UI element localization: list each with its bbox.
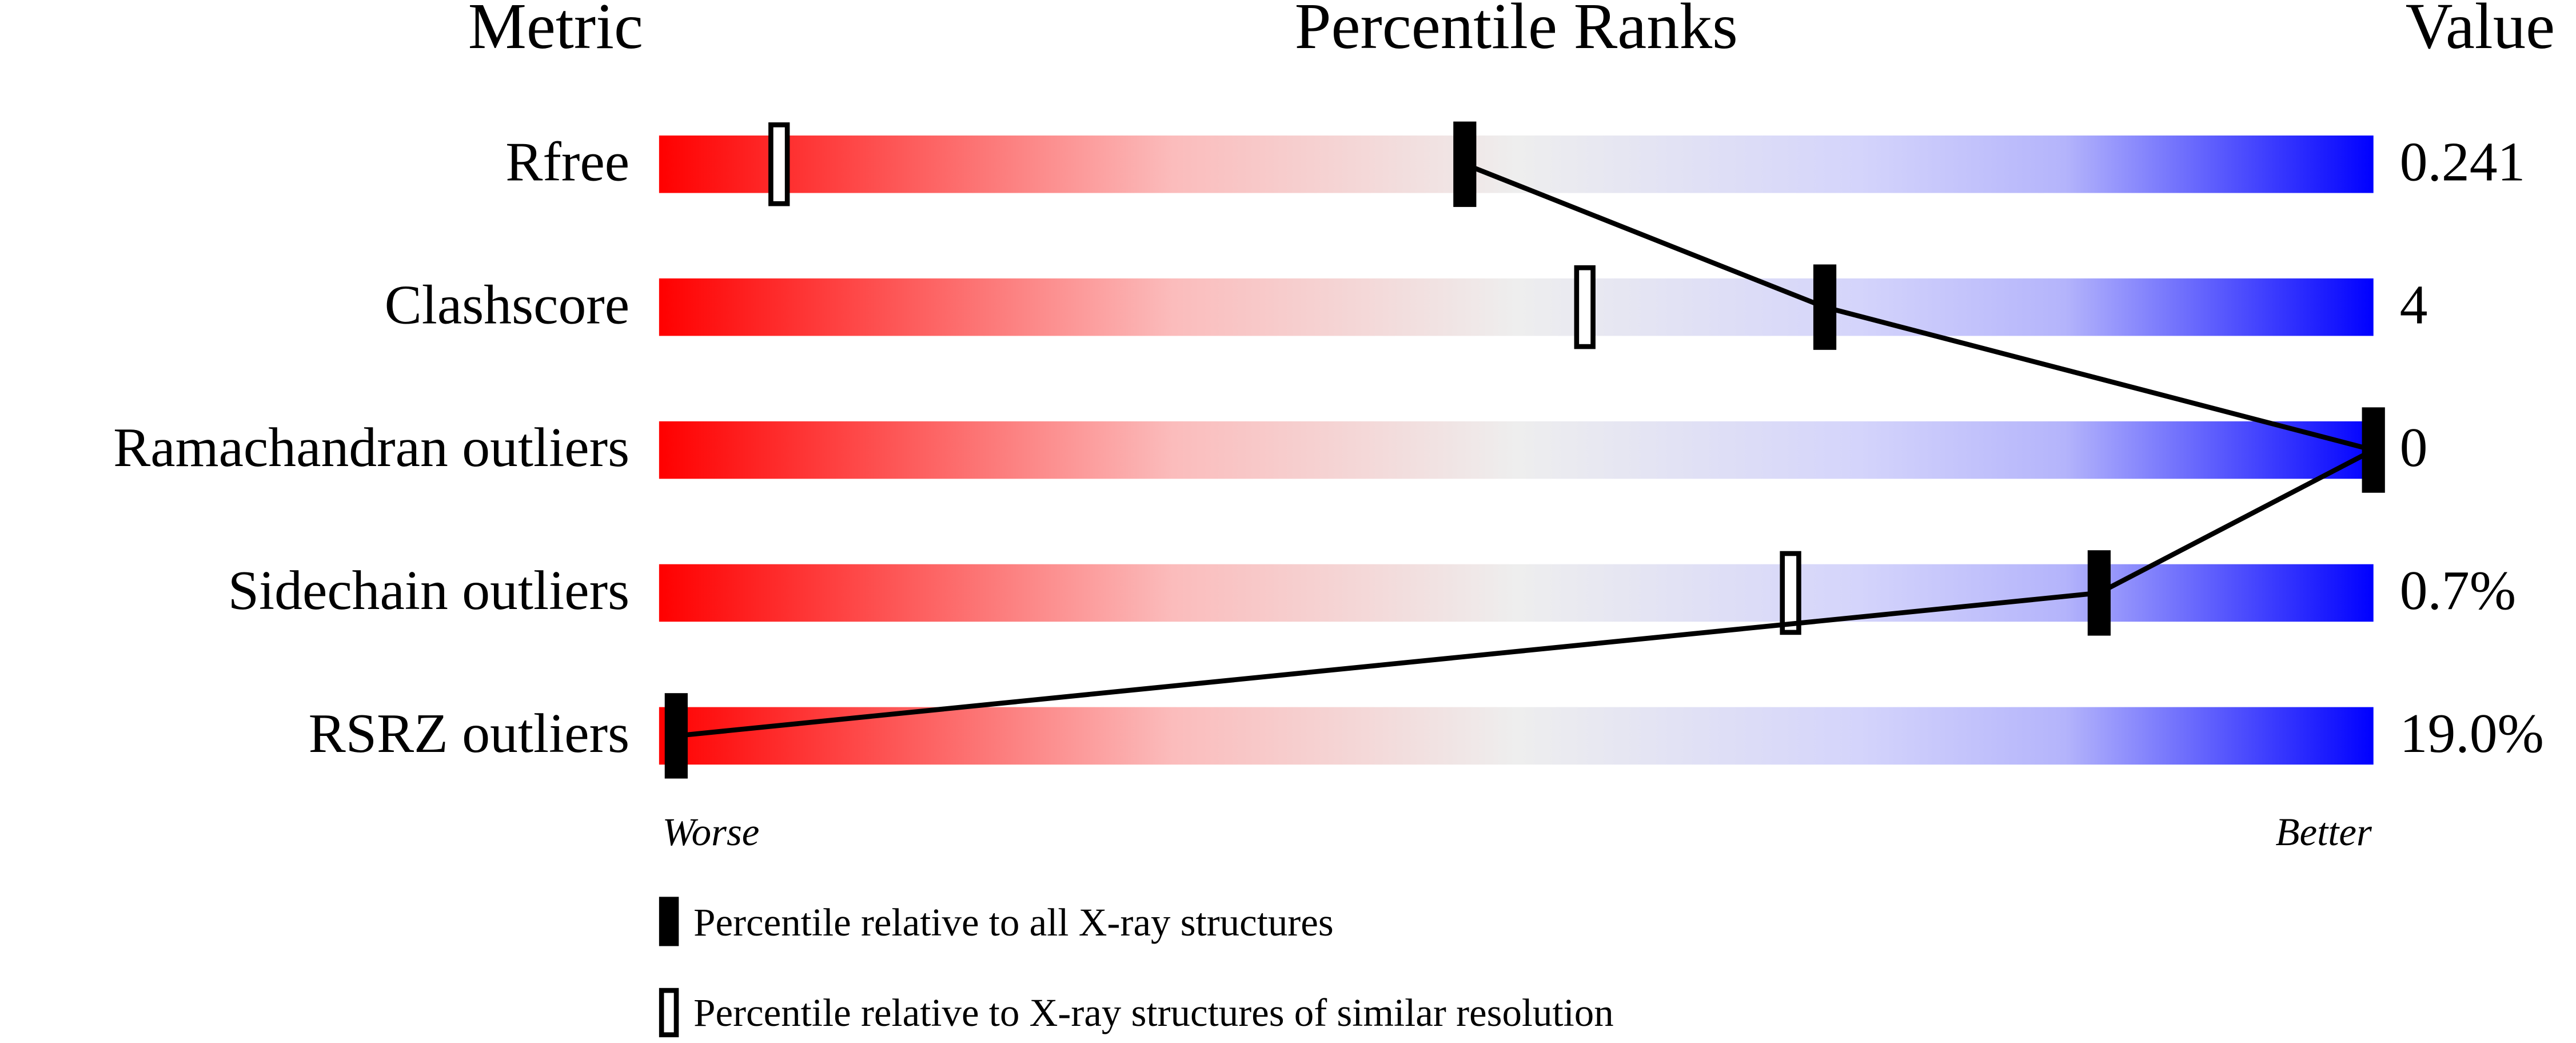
metric-label: Clashscore xyxy=(385,274,629,336)
scale-high: Better xyxy=(2275,810,2372,854)
absolute-marker xyxy=(2362,407,2385,493)
relative-marker xyxy=(1574,265,1596,349)
metric-value: 19.0% xyxy=(2400,703,2544,765)
metric-label: Ramachandran outliers xyxy=(113,417,629,479)
gradient-bar xyxy=(659,421,2374,479)
metric-value: 0.7% xyxy=(2400,560,2516,622)
header-metric: Metric xyxy=(468,0,643,62)
relative-marker xyxy=(1780,551,1801,635)
metric-value: 0 xyxy=(2400,417,2428,479)
metric-label: RSRZ outliers xyxy=(309,703,630,765)
absolute-marker xyxy=(2087,550,2111,636)
metric-value: 4 xyxy=(2400,274,2428,336)
gradient-bar xyxy=(659,278,2374,336)
metric-label: Rfree xyxy=(505,131,629,193)
scale-low: Worse xyxy=(663,810,760,854)
relative-marker xyxy=(768,122,790,206)
gradient-bar xyxy=(659,707,2374,765)
gradient-bar xyxy=(659,564,2374,622)
legend-swatch-relative xyxy=(659,988,679,1037)
metric-label: Sidechain outliers xyxy=(228,560,629,622)
metric-value: 0.241 xyxy=(2400,131,2526,193)
absolute-marker xyxy=(1453,121,1477,207)
absolute-marker xyxy=(664,693,688,779)
legend-label: Percentile relative to all X-ray structu… xyxy=(693,901,1334,944)
header-value: Value xyxy=(2406,0,2555,62)
legend-label: Percentile relative to X-ray structures … xyxy=(693,991,1614,1034)
absolute-marker xyxy=(1813,264,1837,350)
header-ranks: Percentile Ranks xyxy=(1295,0,1738,62)
legend-swatch-absolute xyxy=(659,897,679,946)
